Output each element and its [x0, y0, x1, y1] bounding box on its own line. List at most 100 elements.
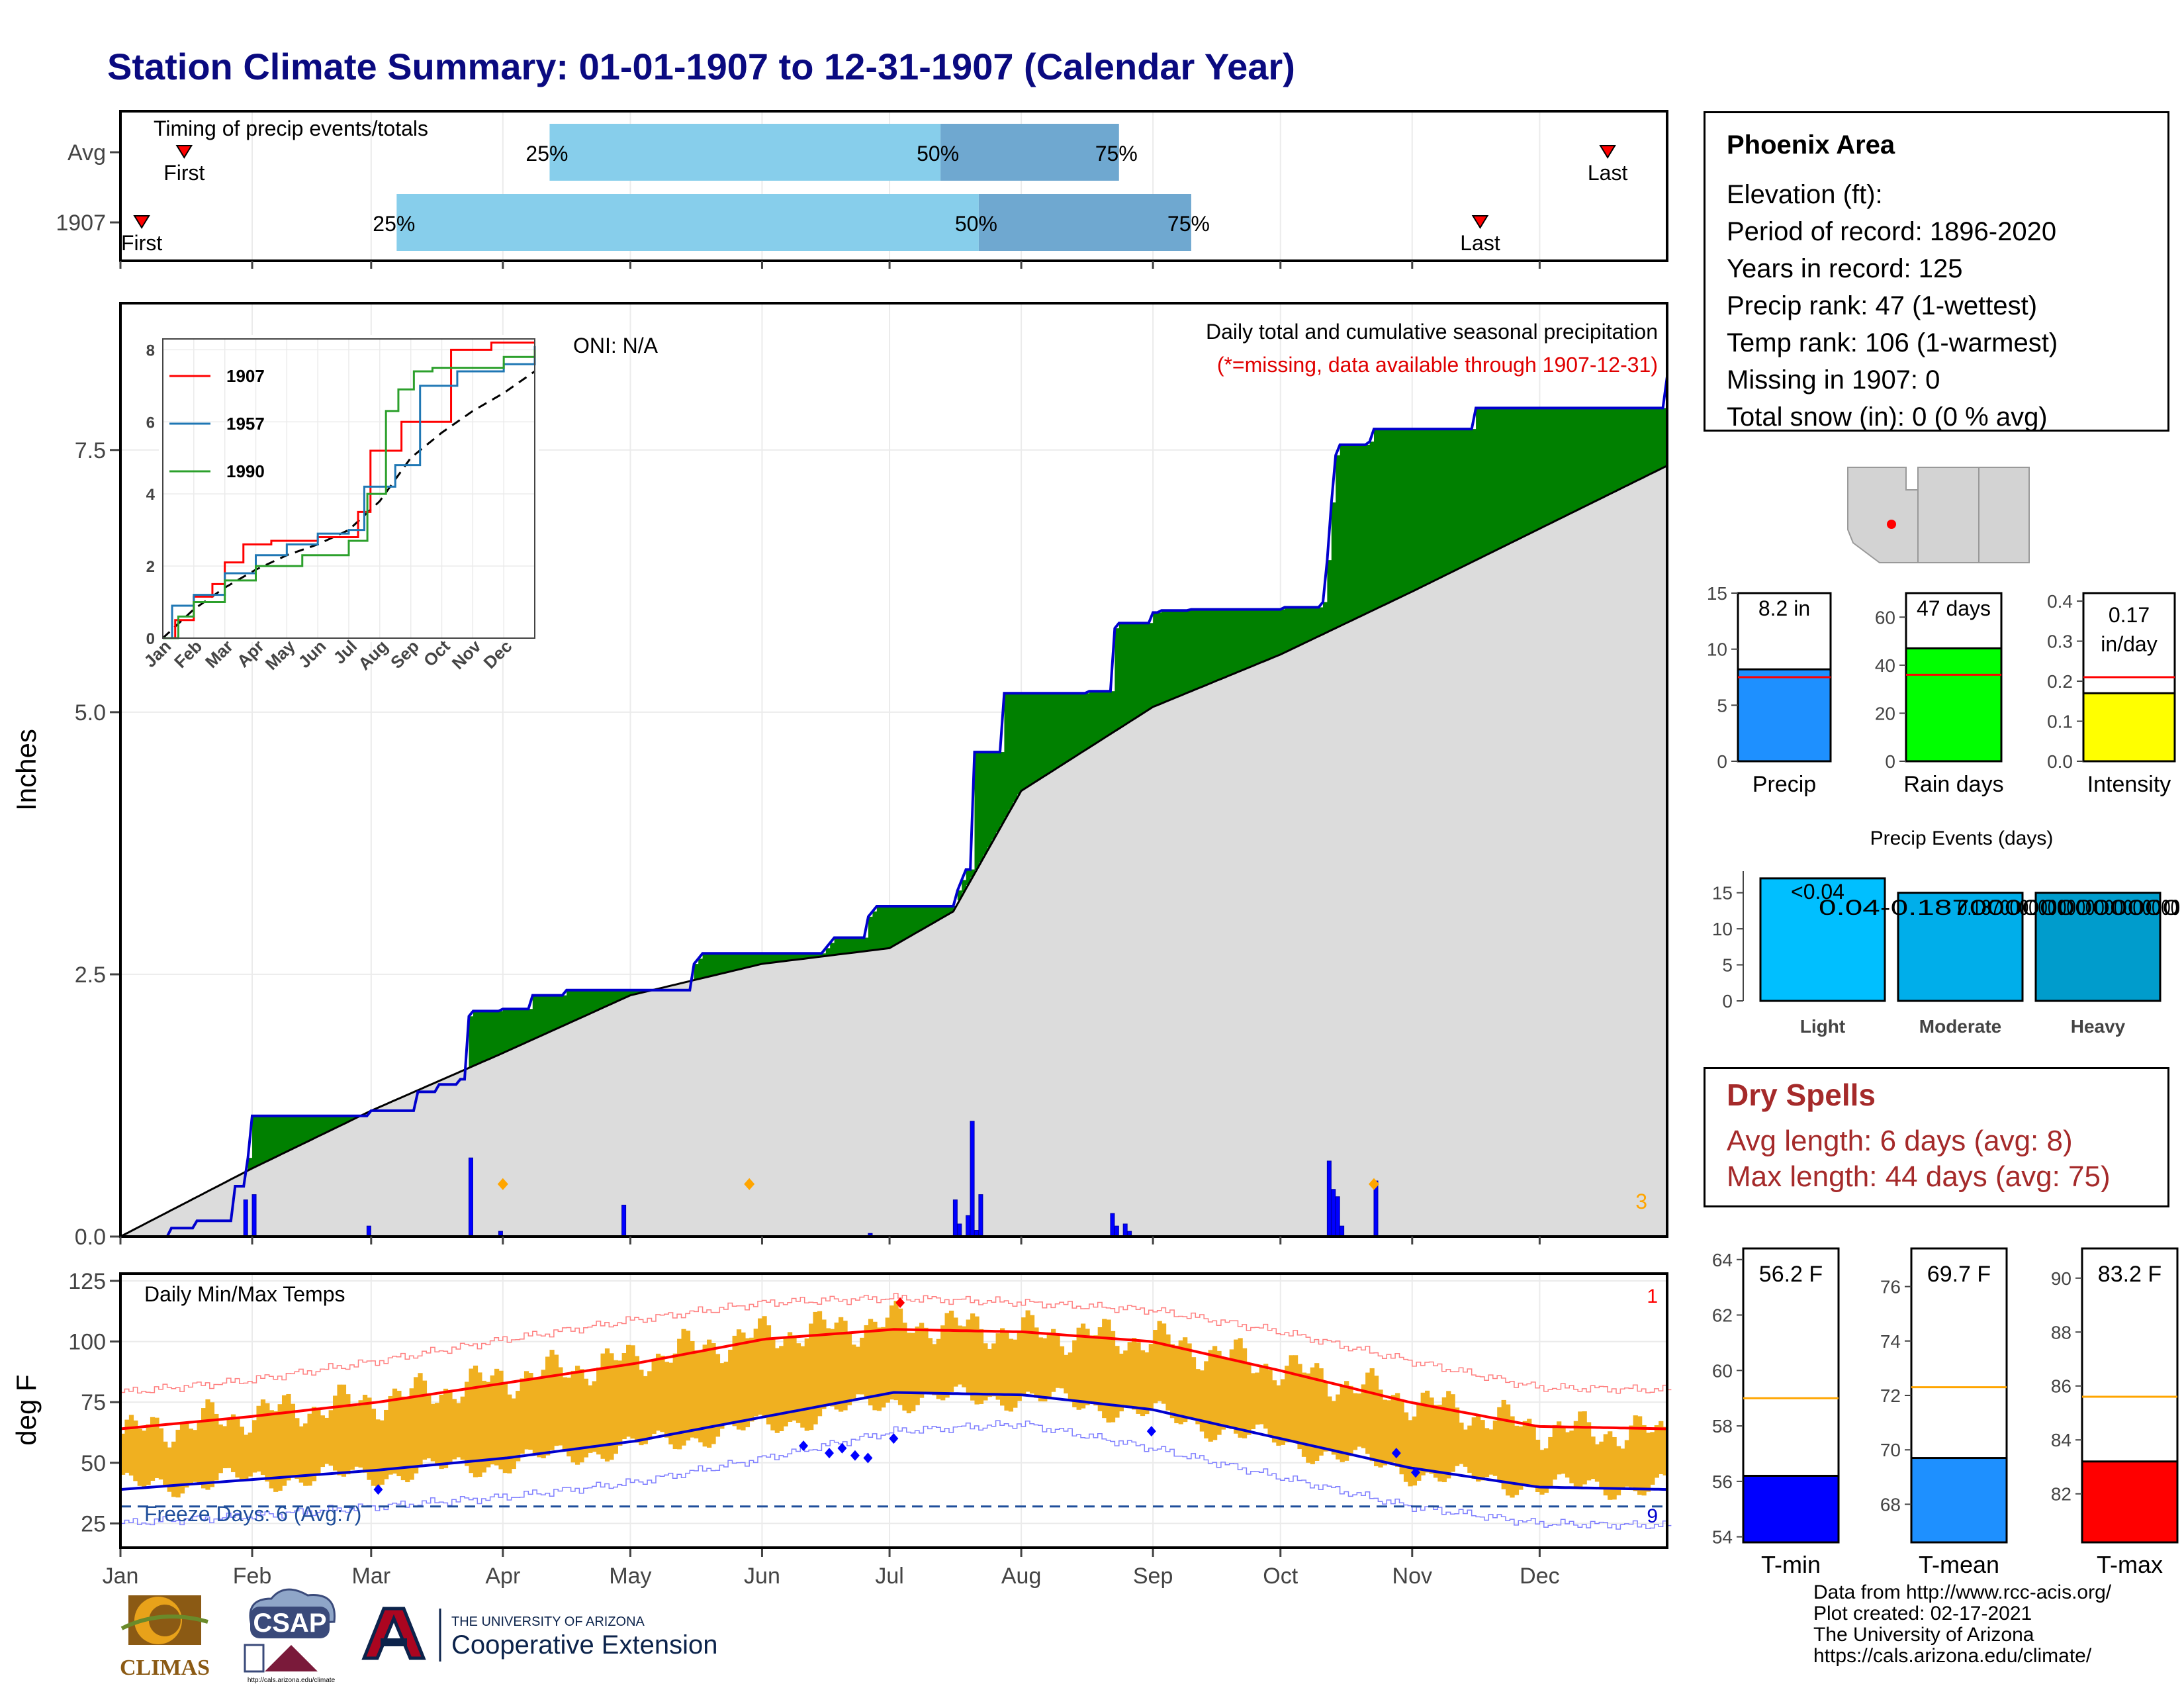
- surplus-fill: [719, 953, 725, 974]
- daily-temp-bar: [626, 1344, 631, 1437]
- daily-temp-bar: [320, 1415, 325, 1468]
- daily-temp-bar: [358, 1400, 363, 1468]
- temp-title: Daily Min/Max Temps: [144, 1282, 345, 1306]
- daily-temp-bar: [1017, 1331, 1022, 1401]
- surplus-fill: [1399, 429, 1404, 597]
- surplus-fill: [842, 937, 848, 954]
- daily-temp-bar: [1433, 1405, 1439, 1478]
- surplus-fill: [298, 1115, 304, 1145]
- timing-label-50: 50%: [955, 212, 997, 236]
- daily-temp-bar: [1059, 1346, 1065, 1389]
- daily-temp-bar: [915, 1326, 920, 1405]
- surplus-fill: [1501, 408, 1506, 547]
- summary-precip-ytick: 0.4: [2047, 591, 2073, 612]
- daily-temp-bar: [655, 1353, 661, 1431]
- daily-temp-bar: [298, 1426, 304, 1483]
- surplus-fill: [639, 990, 644, 993]
- climas-logo: CLIMAS: [109, 1582, 221, 1681]
- daily-temp-bar: [1586, 1422, 1592, 1481]
- surplus-fill: [774, 953, 780, 962]
- surplus-fill: [1008, 693, 1013, 810]
- surplus-fill: [502, 1009, 508, 1053]
- daily-temp-bar: [349, 1404, 355, 1470]
- surplus-fill: [1165, 610, 1171, 701]
- daily-temp-bar: [1340, 1384, 1345, 1462]
- daily-temp-bar: [813, 1311, 818, 1425]
- credit-plot-created: Plot created: 02-17-2021: [1813, 1603, 2032, 1624]
- surplus-fill: [787, 953, 793, 961]
- surplus-fill: [1123, 623, 1128, 725]
- daily-temp-bar: [477, 1372, 482, 1477]
- daily-temp-bar: [1395, 1393, 1400, 1467]
- daily-temp-bar: [290, 1403, 296, 1478]
- daily-temp-bar: [1301, 1372, 1307, 1457]
- csap-url: http://cals.arizona.edu/climate: [248, 1677, 336, 1684]
- daily-temp-bar: [944, 1313, 950, 1398]
- summary-temp-ytick: 90: [2051, 1268, 2071, 1289]
- surplus-fill: [728, 953, 733, 972]
- daily-temp-bar: [418, 1373, 423, 1466]
- daily-temp-bar: [1246, 1363, 1251, 1435]
- surplus-fill: [303, 1115, 308, 1143]
- daily-temp-bar: [197, 1421, 202, 1485]
- daily-temp-bar: [1608, 1431, 1613, 1500]
- daily-temp-bar: [218, 1424, 223, 1474]
- surplus-fill: [846, 937, 852, 953]
- surplus-fill: [634, 990, 639, 994]
- daily-temp-bar: [545, 1356, 551, 1456]
- last-event-marker: [1471, 215, 1489, 229]
- surplus-fill: [579, 990, 584, 1018]
- daily-temp-bar: [711, 1343, 716, 1444]
- surplus-fill: [281, 1115, 287, 1153]
- daily-temp-bar: [1382, 1399, 1388, 1466]
- surplus-fill: [1144, 623, 1150, 712]
- surplus-fill: [1433, 429, 1438, 581]
- surplus-fill: [1089, 691, 1094, 747]
- surplus-fill: [1459, 429, 1464, 568]
- surplus-fill: [507, 1009, 512, 1051]
- summary-precip-bar: [1905, 647, 2003, 763]
- intensity-label: 0.17 in/day: [2101, 603, 2157, 656]
- daily-temp-bar: [1331, 1401, 1337, 1455]
- surplus-fill: [273, 1115, 279, 1157]
- surplus-fill: [626, 990, 631, 997]
- precip-subtitle: (*=missing, data available through 1907-…: [1217, 353, 1658, 377]
- timing-row-label: Avg: [68, 140, 106, 165]
- daily-temp-bar: [604, 1348, 610, 1462]
- daily-temp-bar: [647, 1371, 653, 1440]
- daily-temp-bar: [1064, 1354, 1069, 1393]
- temp-ytick: 25: [81, 1511, 106, 1536]
- daily-temp-bar: [677, 1338, 682, 1450]
- daily-temp-bar: [146, 1424, 151, 1485]
- temp-xtick: Jul: [875, 1564, 903, 1589]
- daily-temp-bar: [1183, 1337, 1188, 1423]
- record-low-marker: [850, 1450, 860, 1461]
- inset-ytick: 6: [146, 414, 155, 432]
- missing-data-marker: [744, 1178, 755, 1190]
- daily-temp-bar: [885, 1317, 890, 1403]
- daily-temp-bar: [600, 1353, 606, 1459]
- timing-bar-q2: [940, 124, 1119, 181]
- daily-temp-bar: [953, 1317, 958, 1387]
- summary-precip-category: Precip: [1752, 772, 1816, 797]
- daily-temp-bar: [1615, 1446, 1621, 1495]
- daily-temp-bar: [1106, 1319, 1111, 1423]
- surplus-fill: [562, 995, 567, 1025]
- surplus-fill: [995, 752, 1001, 833]
- daily-temp-bar: [1263, 1364, 1269, 1429]
- precip-event-category: Moderate: [1919, 1016, 2001, 1037]
- daily-temp-bar: [295, 1418, 300, 1479]
- avg-cumulative-area: [120, 464, 1668, 1238]
- surplus-fill: [316, 1115, 321, 1137]
- surplus-fill: [897, 906, 903, 943]
- daily-temp-bar: [158, 1428, 164, 1479]
- summary-temp-ytick: 76: [1880, 1277, 1901, 1297]
- surplus-fill: [498, 1011, 504, 1055]
- daily-temp-bar: [770, 1339, 776, 1430]
- surplus-fill: [919, 906, 925, 930]
- daily-temp-bar: [422, 1380, 428, 1460]
- surplus-fill: [333, 1115, 338, 1129]
- daily-temp-bar: [473, 1365, 478, 1477]
- daily-temp-bar: [1659, 1421, 1664, 1474]
